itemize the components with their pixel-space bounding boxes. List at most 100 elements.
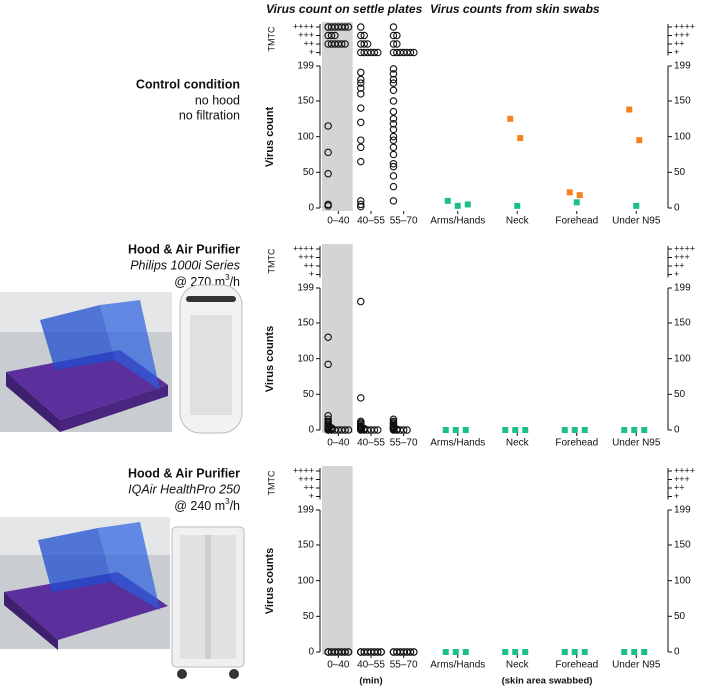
point	[410, 648, 418, 656]
point	[403, 426, 411, 434]
x-tick-label: 55–70	[390, 216, 418, 227]
rate-text: /h	[230, 275, 240, 289]
x-tick-label: 40–55	[357, 438, 385, 449]
tmtc-tick-label: +	[309, 269, 314, 279]
point	[393, 31, 401, 40]
y-tick-label: 50	[674, 167, 686, 178]
y-tick-label: 199	[674, 283, 691, 294]
x-tick-label: Forehead	[555, 216, 598, 227]
x-tick-label: Neck	[506, 660, 530, 671]
tmtc-tick-label: +++	[298, 252, 314, 262]
point	[357, 136, 365, 144]
point	[389, 79, 398, 87]
point	[357, 297, 365, 306]
tmtc-tick-label: +	[309, 47, 314, 57]
y-axis-label: Virus counts	[264, 548, 276, 614]
tmtc-tick-label: ++++	[674, 243, 695, 253]
x-tick-label: Arms/Hands	[430, 216, 485, 227]
point	[502, 427, 509, 433]
y-tick-label: 0	[674, 647, 680, 658]
y-tick-label: 50	[674, 389, 686, 400]
x-tick-label: 55–70	[390, 660, 418, 671]
point	[357, 202, 365, 211]
point	[389, 31, 398, 40]
point	[324, 333, 332, 341]
point	[357, 31, 365, 40]
point	[341, 23, 349, 31]
y-tick-label: 0	[308, 425, 314, 436]
tmtc-tick-label: ++	[674, 38, 685, 48]
y-tick-label: 100	[297, 131, 314, 142]
point	[641, 427, 648, 433]
row-title: Control condition	[136, 77, 240, 91]
tmtc-tick-label: +++	[674, 252, 690, 262]
tmtc-label: TMTC	[266, 470, 276, 495]
point	[389, 162, 398, 171]
point	[406, 48, 415, 57]
row-subtitle: IQAir HealthPro 250	[128, 482, 240, 496]
point	[621, 649, 628, 655]
point	[357, 23, 365, 31]
tmtc-tick-label: ++++	[293, 243, 314, 253]
point	[357, 118, 365, 127]
point	[389, 132, 398, 141]
point	[512, 649, 519, 655]
point	[507, 115, 514, 122]
point	[399, 426, 408, 434]
point	[464, 201, 471, 208]
x-tick-label: Arms/Hands	[430, 438, 485, 449]
point	[442, 427, 449, 433]
y-tick-label: 199	[297, 61, 314, 72]
point	[357, 68, 365, 77]
point	[357, 394, 365, 402]
point	[444, 197, 451, 204]
point	[357, 75, 365, 84]
point	[522, 427, 529, 433]
point	[626, 106, 633, 113]
point	[631, 649, 638, 655]
point	[389, 197, 398, 205]
y-tick-label: 100	[674, 353, 691, 364]
point	[344, 426, 353, 434]
point	[341, 426, 349, 434]
x-tick-label: 0–40	[327, 660, 350, 671]
y-tick-label: 150	[674, 318, 691, 329]
point	[512, 427, 519, 433]
x-tick-label: Forehead	[555, 438, 598, 449]
point	[389, 97, 398, 105]
point	[324, 23, 332, 31]
point	[410, 48, 418, 57]
tmtc-tick-label: +++	[674, 30, 690, 40]
row-line: no filtration	[179, 108, 240, 122]
x-tick-label: Forehead	[555, 660, 598, 671]
point	[389, 160, 398, 168]
point	[344, 23, 353, 31]
rate-sup: 3	[225, 273, 230, 282]
point	[357, 79, 365, 87]
point	[522, 649, 529, 655]
point	[393, 40, 401, 48]
tmtc-tick-label: ++++	[674, 21, 695, 31]
x-tick-label: Neck	[506, 438, 530, 449]
point	[389, 136, 398, 144]
y-tick-label: 150	[674, 540, 691, 551]
y-tick-label: 150	[674, 96, 691, 107]
y-tick-label: 50	[674, 611, 686, 622]
y-tick-label: 50	[303, 611, 315, 622]
point	[389, 70, 398, 78]
tmtc-tick-label: +	[674, 47, 679, 57]
y-tick-label: 0	[308, 647, 314, 658]
point	[324, 169, 332, 178]
point	[357, 84, 365, 92]
point	[324, 411, 332, 420]
tmtc-tick-label: ++	[674, 482, 685, 492]
x-tick-label: Under N95	[612, 660, 661, 671]
point	[360, 40, 368, 48]
point	[462, 427, 469, 433]
point	[389, 115, 398, 123]
point	[357, 104, 365, 112]
point	[571, 427, 578, 433]
point	[641, 649, 648, 655]
point	[389, 143, 398, 152]
rate-text: @ 240 m	[174, 499, 225, 513]
